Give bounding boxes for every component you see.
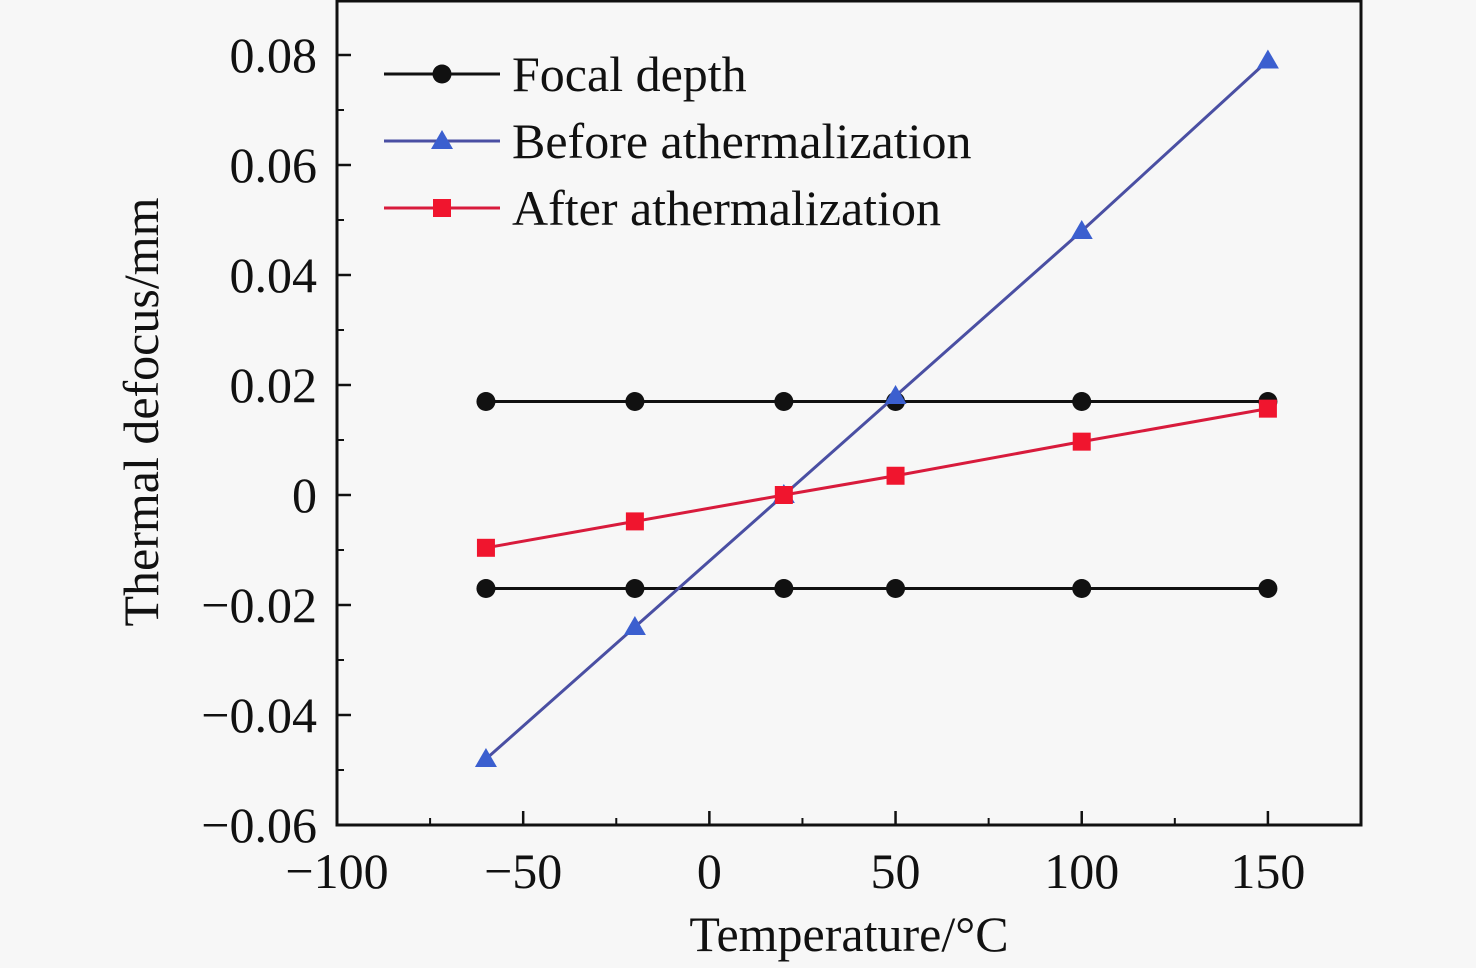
data-point xyxy=(625,512,644,531)
x-tick-label: −50 xyxy=(484,843,562,899)
legend-marker xyxy=(433,199,451,217)
x-tick-label: −100 xyxy=(285,843,388,899)
data-point xyxy=(1256,49,1279,69)
series-0 xyxy=(476,392,1278,411)
legend-marker xyxy=(431,130,453,149)
data-point xyxy=(474,748,497,767)
x-tick-label: 150 xyxy=(1230,843,1305,899)
series-line xyxy=(484,59,1269,761)
x-tick-label: 100 xyxy=(1044,843,1119,899)
data-point xyxy=(476,538,495,557)
y-tick-label: −0.04 xyxy=(201,687,317,743)
data-point xyxy=(1072,432,1091,451)
series-3 xyxy=(476,399,1277,557)
data-point xyxy=(623,616,646,635)
y-tick-label: −0.06 xyxy=(201,797,317,853)
data-point xyxy=(884,385,907,404)
legend-item: Focal depth xyxy=(384,46,747,102)
y-tick-label: 0.08 xyxy=(230,27,318,83)
legend-label: Focal depth xyxy=(512,46,747,102)
legend-item: Before athermalization xyxy=(384,113,972,169)
y-tick-label: 0.02 xyxy=(230,357,318,413)
data-point xyxy=(1258,579,1278,598)
x-tick-label: 50 xyxy=(871,843,921,899)
data-point xyxy=(1258,399,1277,418)
x-axis-title: Temperature/°C xyxy=(689,906,1008,962)
plot-area xyxy=(335,0,1363,827)
series-line xyxy=(485,407,1269,550)
series-2 xyxy=(474,49,1279,767)
legend-item: After athermalization xyxy=(384,180,941,236)
x-tick-label: 0 xyxy=(697,843,722,899)
data-point xyxy=(476,392,496,411)
data-point xyxy=(886,466,905,485)
legend-label: After athermalization xyxy=(512,180,941,236)
data-point xyxy=(476,579,496,598)
data-point xyxy=(774,486,793,504)
y-tick-label: 0.04 xyxy=(230,247,318,303)
data-point xyxy=(774,392,794,411)
y-tick-label: −0.02 xyxy=(201,577,317,633)
data-point xyxy=(625,392,645,411)
data-point xyxy=(1070,220,1093,239)
y-tick-label: 0.06 xyxy=(230,137,318,193)
data-point xyxy=(1072,579,1092,598)
legend-marker xyxy=(432,64,452,84)
y-axis-title: Thermal defocus/mm xyxy=(113,197,169,626)
series-1 xyxy=(476,579,1278,598)
data-point xyxy=(1072,392,1092,411)
y-tick-label: 0 xyxy=(292,467,317,523)
data-point xyxy=(886,579,906,598)
data-point xyxy=(625,579,645,598)
legend-label: Before athermalization xyxy=(512,113,972,169)
data-point xyxy=(774,579,794,598)
